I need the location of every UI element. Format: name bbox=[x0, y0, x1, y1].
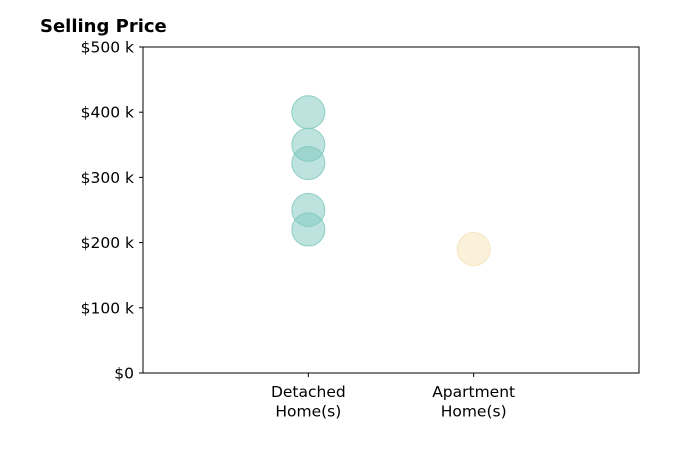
y-tick-label: $500 k bbox=[81, 39, 134, 57]
y-tick-label: $300 k bbox=[81, 169, 134, 187]
y-axis: $0 $100 k $200 k $300 k $400 k $500 k bbox=[81, 39, 143, 383]
x-axis: Detached Home(s) Apartment Home(s) bbox=[271, 373, 515, 421]
data-point bbox=[291, 95, 326, 130]
data-point bbox=[456, 232, 491, 267]
plot-frame bbox=[142, 46, 640, 374]
y-tick-label: $200 k bbox=[81, 234, 134, 252]
chart-title: Selling Price bbox=[40, 16, 167, 37]
data-point bbox=[291, 146, 326, 181]
x-tick-label: Detached Home(s) bbox=[271, 383, 346, 421]
y-tick-label: $400 k bbox=[81, 104, 134, 122]
y-tick-label: $0 bbox=[114, 365, 134, 383]
x-tick-label: Apartment Home(s) bbox=[432, 383, 515, 421]
y-tick-label: $100 k bbox=[81, 299, 134, 317]
data-points bbox=[291, 95, 491, 267]
data-point bbox=[291, 212, 326, 247]
